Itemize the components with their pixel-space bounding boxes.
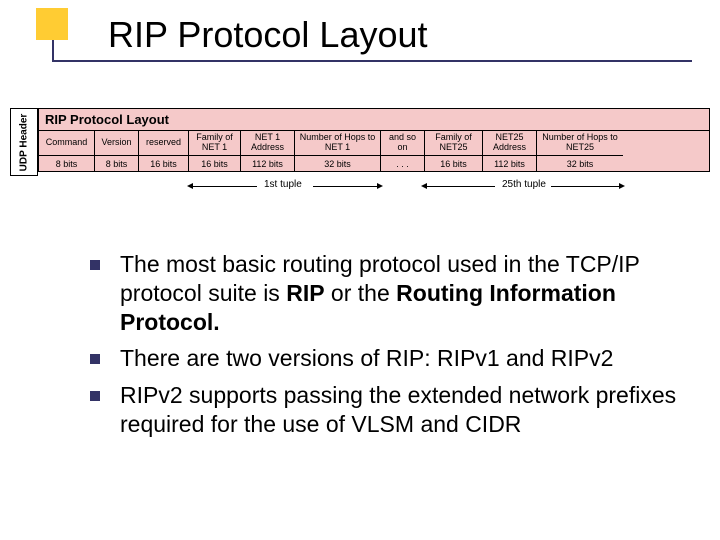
rip-col-bot: 8 bits bbox=[95, 155, 138, 171]
rip-column: NET25 Address112 bits bbox=[483, 131, 537, 171]
rip-col-bot: 8 bits bbox=[39, 155, 94, 171]
rip-column: Command8 bits bbox=[39, 131, 95, 171]
title-rule bbox=[52, 60, 692, 62]
rip-col-bot: 16 bits bbox=[425, 155, 482, 171]
bullet-square-icon bbox=[90, 391, 100, 401]
tuple-line bbox=[313, 186, 378, 187]
rip-col-top: Command bbox=[39, 131, 94, 155]
rip-col-top: and so on bbox=[381, 131, 424, 155]
tuple-arrow-icon bbox=[377, 183, 383, 189]
rip-box-title: RIP Protocol Layout bbox=[39, 109, 709, 131]
bullet-list: The most basic routing protocol used in … bbox=[90, 250, 680, 447]
udp-header-label: UDP Header bbox=[19, 113, 30, 171]
bullet-text: The most basic routing protocol used in … bbox=[120, 250, 680, 336]
accent-box bbox=[36, 8, 68, 40]
rip-column: Version8 bits bbox=[95, 131, 139, 171]
tuple-arrow-icon bbox=[619, 183, 625, 189]
rip-col-top: Version bbox=[95, 131, 138, 155]
bullet-square-icon bbox=[90, 260, 100, 270]
rip-grid: Command8 bitsVersion8 bitsreserved16 bit… bbox=[39, 131, 709, 171]
tuple-label: 25th tuple bbox=[499, 179, 549, 190]
rip-col-top: Family of NET 1 bbox=[189, 131, 240, 155]
rip-column: and so on. . . bbox=[381, 131, 425, 171]
bullet-square-icon bbox=[90, 354, 100, 364]
bullet-item: There are two versions of RIP: RIPv1 and… bbox=[90, 344, 680, 373]
rip-col-bot: 32 bits bbox=[295, 155, 380, 171]
rip-col-bot: 32 bits bbox=[537, 155, 623, 171]
rip-col-top: NET25 Address bbox=[483, 131, 536, 155]
bullet-item: The most basic routing protocol used in … bbox=[90, 250, 680, 336]
rip-col-top: Family of NET25 bbox=[425, 131, 482, 155]
rip-col-bot: 16 bits bbox=[189, 155, 240, 171]
tuple-arrow-icon bbox=[187, 183, 193, 189]
rip-col-bot: 112 bits bbox=[483, 155, 536, 171]
tuple-arrow-icon bbox=[421, 183, 427, 189]
rip-col-bot: 112 bits bbox=[241, 155, 294, 171]
tuple-line bbox=[192, 186, 257, 187]
rip-column: Family of NET 116 bits bbox=[189, 131, 241, 171]
rip-column: NET 1 Address112 bits bbox=[241, 131, 295, 171]
tuple-label: 1st tuple bbox=[261, 179, 305, 190]
bullet-text: There are two versions of RIP: RIPv1 and… bbox=[120, 344, 613, 373]
bullet-text: RIPv2 supports passing the extended netw… bbox=[120, 381, 680, 439]
udp-header-col: UDP Header bbox=[10, 108, 38, 176]
rip-col-top: reserved bbox=[139, 131, 188, 155]
tuple-line bbox=[551, 186, 620, 187]
rip-col-top: Number of Hops to NET25 bbox=[537, 131, 623, 155]
rip-col-top: NET 1 Address bbox=[241, 131, 294, 155]
title-area: RIP Protocol Layout bbox=[0, 0, 720, 80]
rip-col-top: Number of Hops to NET 1 bbox=[295, 131, 380, 155]
rip-column: reserved16 bits bbox=[139, 131, 189, 171]
rip-diagram: UDP Header RIP Protocol Layout Command8 … bbox=[10, 108, 710, 204]
rip-column: Number of Hops to NET2532 bits bbox=[537, 131, 623, 171]
title-tick bbox=[52, 40, 54, 62]
rip-column: Number of Hops to NET 132 bits bbox=[295, 131, 381, 171]
rip-col-bot: 16 bits bbox=[139, 155, 188, 171]
bullet-item: RIPv2 supports passing the extended netw… bbox=[90, 381, 680, 439]
rip-col-bot: . . . bbox=[381, 155, 424, 171]
rip-box: RIP Protocol Layout Command8 bitsVersion… bbox=[38, 108, 710, 172]
rip-column: Family of NET2516 bits bbox=[425, 131, 483, 171]
tuple-line bbox=[426, 186, 495, 187]
page-title: RIP Protocol Layout bbox=[108, 14, 428, 56]
